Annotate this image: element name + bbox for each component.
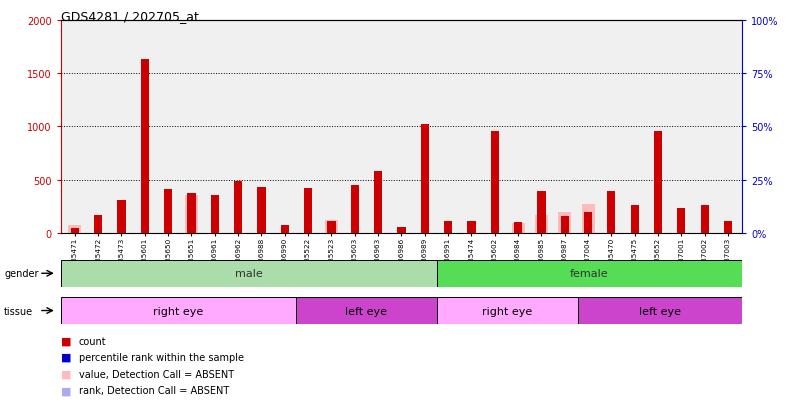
Bar [677, 209, 685, 233]
Bar [512, 223, 525, 233]
Bar [61, 260, 436, 287]
Text: right eye: right eye [482, 306, 532, 316]
Bar [187, 194, 195, 233]
Bar [185, 195, 198, 233]
Bar [535, 215, 548, 233]
Text: ■: ■ [61, 369, 71, 379]
Bar [374, 172, 382, 233]
Bar [304, 189, 312, 233]
Bar [94, 215, 102, 233]
Bar [491, 131, 499, 233]
Bar [421, 125, 429, 233]
Bar [296, 297, 436, 324]
Text: GDS4281 / 202705_at: GDS4281 / 202705_at [61, 10, 199, 23]
Bar [68, 226, 81, 233]
Bar [654, 131, 662, 233]
Bar [584, 213, 592, 233]
Bar [444, 222, 453, 233]
Bar [234, 181, 242, 233]
Bar [436, 297, 577, 324]
Text: ■: ■ [61, 352, 71, 362]
Bar [631, 206, 639, 233]
Bar [607, 192, 616, 233]
Bar [577, 297, 742, 324]
Text: tissue: tissue [4, 306, 33, 316]
Bar [436, 260, 742, 287]
Bar [281, 225, 289, 233]
Text: gender: gender [4, 268, 39, 279]
Bar [211, 196, 219, 233]
Bar [61, 297, 296, 324]
Text: ■: ■ [61, 336, 71, 346]
Text: percentile rank within the sample: percentile rank within the sample [79, 352, 243, 362]
Bar [581, 204, 594, 233]
Bar [141, 60, 149, 233]
Text: female: female [570, 268, 609, 279]
Text: count: count [79, 336, 106, 346]
Bar [164, 189, 172, 233]
Bar [328, 222, 336, 233]
Bar [558, 212, 571, 233]
Text: value, Detection Call = ABSENT: value, Detection Call = ABSENT [79, 369, 234, 379]
Bar [701, 206, 709, 233]
Text: left eye: left eye [639, 306, 681, 316]
Text: rank, Detection Call = ABSENT: rank, Detection Call = ABSENT [79, 385, 229, 395]
Bar [257, 188, 265, 233]
Text: right eye: right eye [153, 306, 204, 316]
Bar [71, 228, 79, 233]
Bar [118, 200, 126, 233]
Bar [560, 216, 569, 233]
Text: male: male [235, 268, 263, 279]
Bar [397, 228, 406, 233]
Bar [350, 185, 358, 233]
Bar [467, 222, 475, 233]
Text: left eye: left eye [345, 306, 387, 316]
Bar [724, 221, 732, 233]
Bar [538, 192, 546, 233]
Text: ■: ■ [61, 385, 71, 395]
Bar [514, 222, 522, 233]
Bar [325, 221, 338, 233]
